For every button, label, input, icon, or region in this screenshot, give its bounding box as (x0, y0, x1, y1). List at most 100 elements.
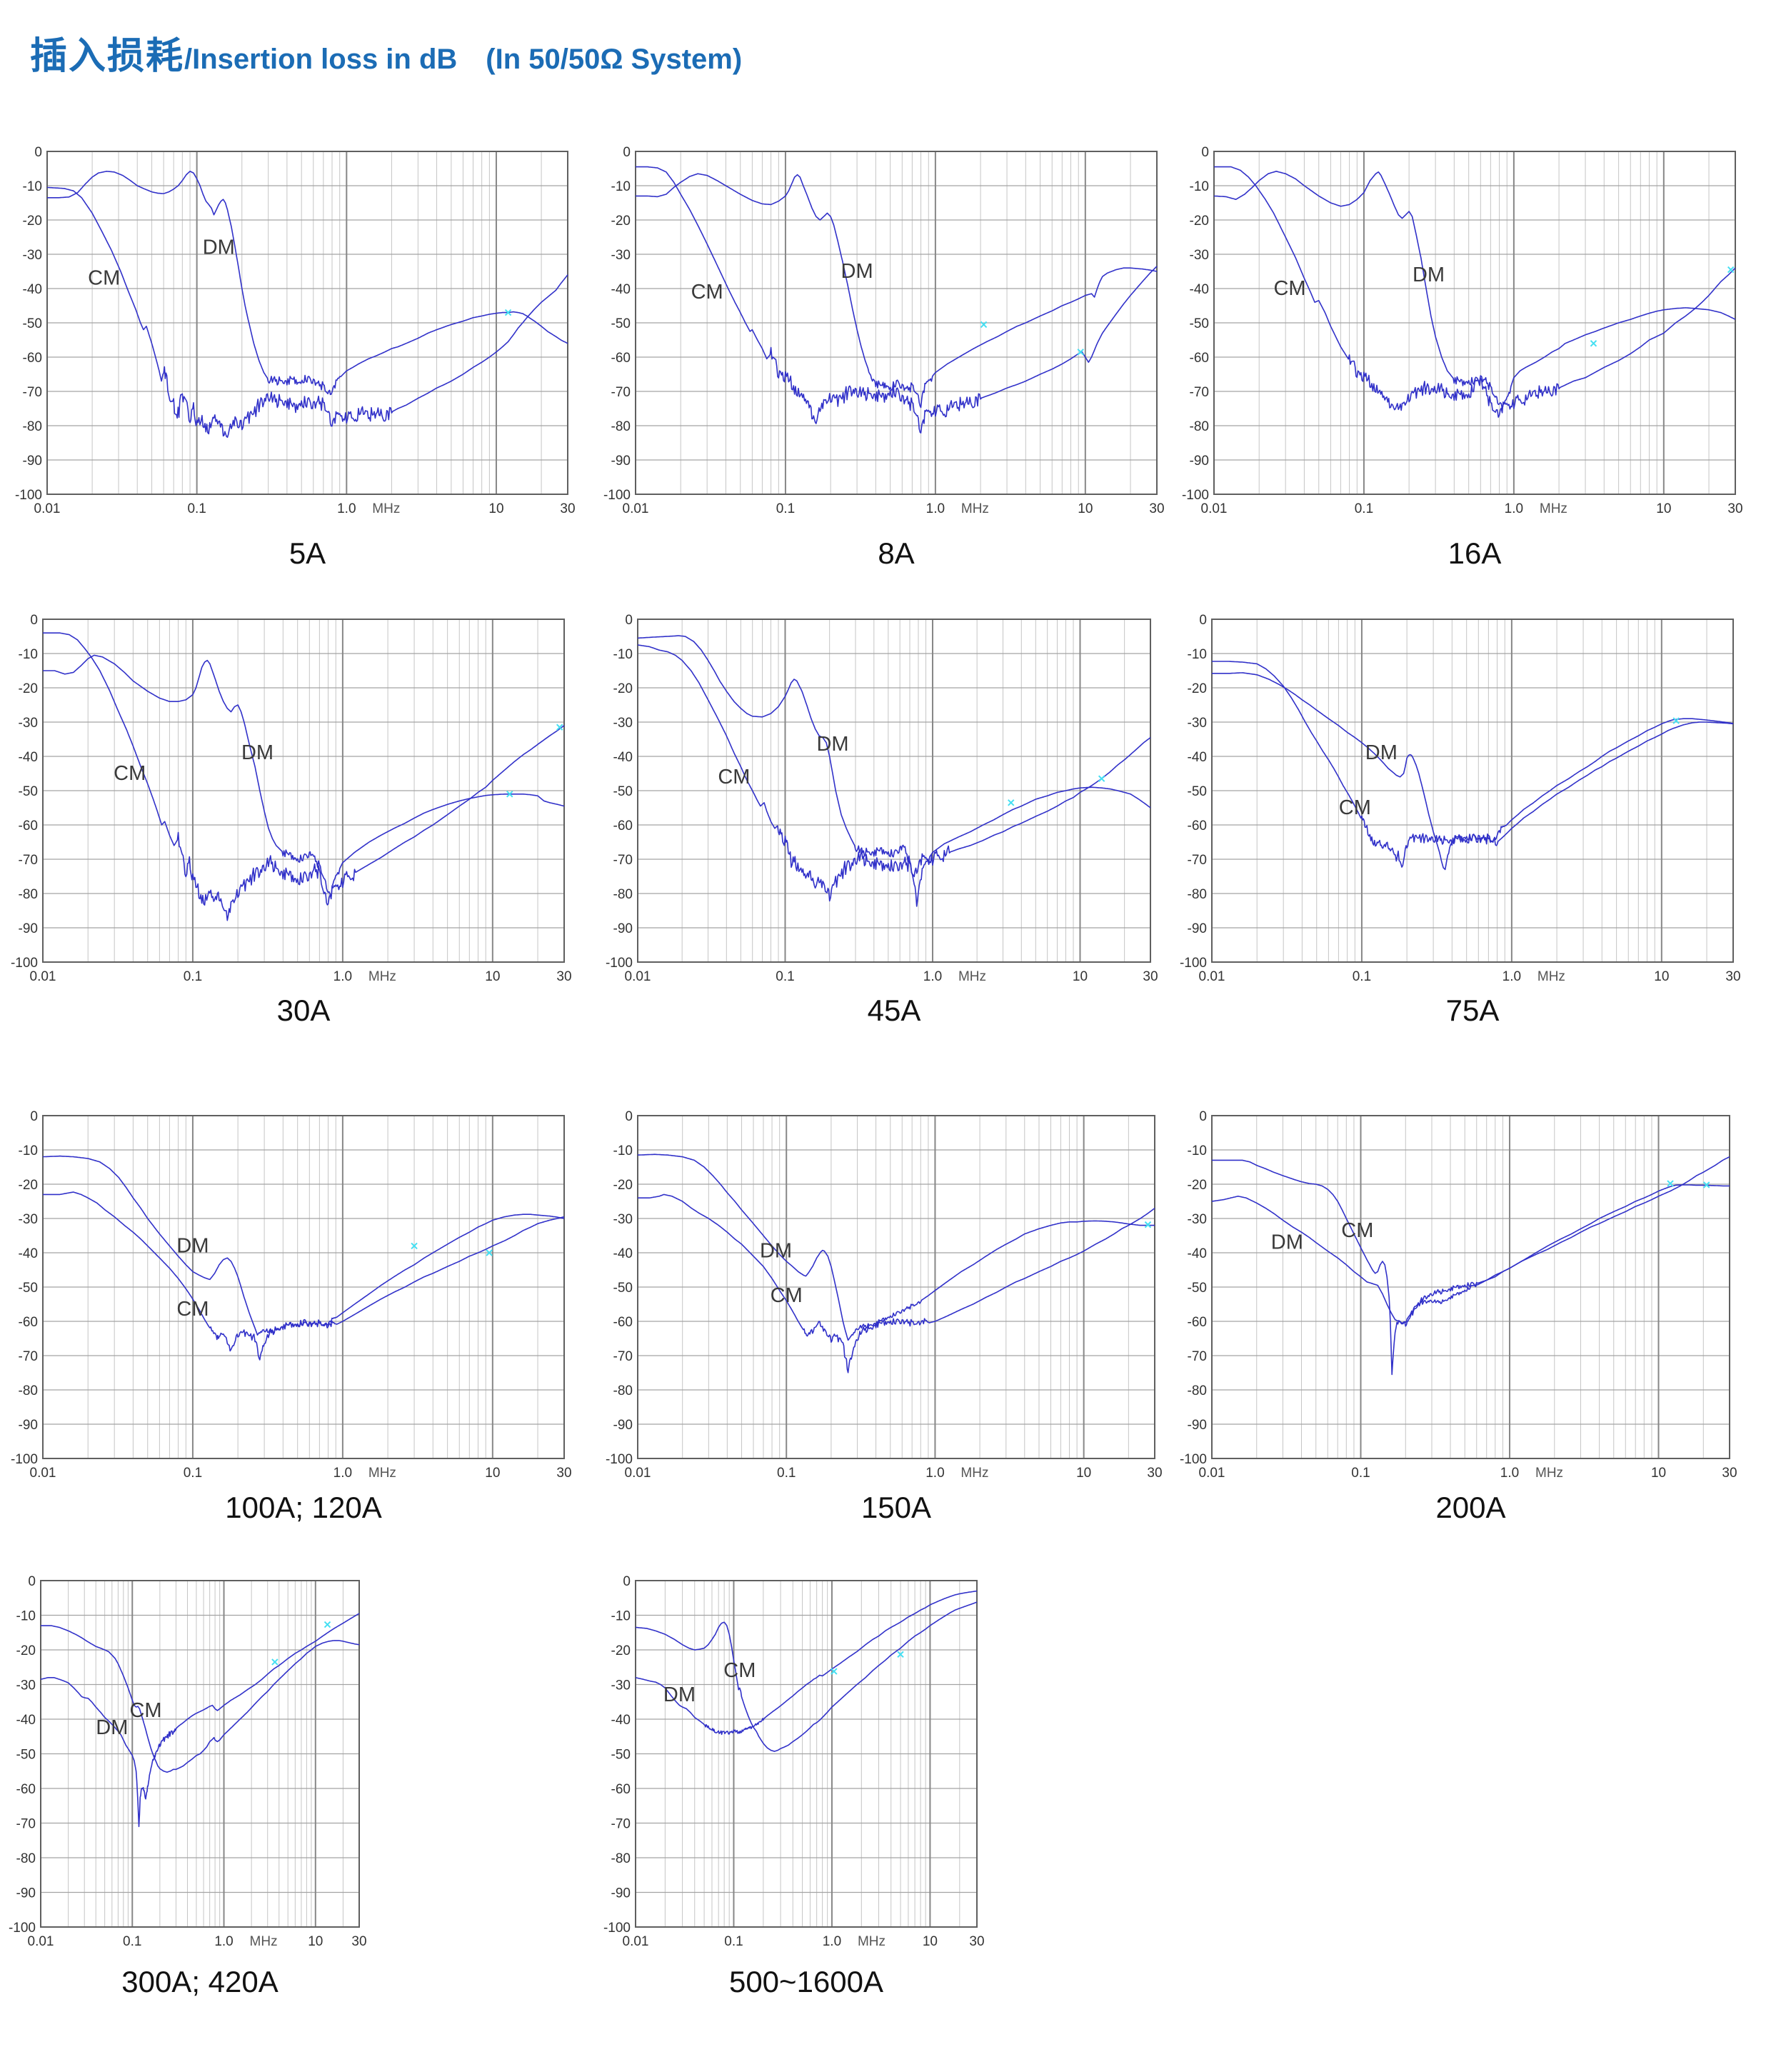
svg-text:1.0: 1.0 (923, 969, 942, 984)
svg-text:0.1: 0.1 (1355, 501, 1373, 516)
chart-caption-16a: 16A (1448, 536, 1502, 570)
svg-text:-30: -30 (16, 1678, 36, 1693)
svg-text:0.01: 0.01 (30, 969, 56, 984)
svg-text:-60: -60 (19, 1315, 38, 1330)
svg-text:-60: -60 (1188, 819, 1207, 834)
svg-text:-10: -10 (1188, 1143, 1207, 1158)
svg-text:0: 0 (28, 1574, 36, 1589)
svg-text:-100: -100 (11, 1452, 38, 1467)
svg-text:-70: -70 (23, 385, 42, 400)
svg-text:-100: -100 (1182, 488, 1209, 503)
svg-text:-80: -80 (16, 1851, 36, 1866)
svg-text:-100: -100 (11, 956, 38, 971)
svg-text:-90: -90 (613, 1418, 633, 1433)
svg-text:0: 0 (34, 145, 42, 160)
curve-label-cm-5A: CM (88, 267, 120, 290)
svg-text:0.1: 0.1 (187, 501, 206, 516)
svg-text:-50: -50 (16, 1748, 36, 1763)
svg-text:-40: -40 (611, 282, 631, 297)
svg-text:MHz: MHz (961, 501, 989, 516)
svg-text:-20: -20 (611, 214, 631, 229)
curve-label-dm-30A: DM (241, 741, 274, 764)
svg-text:-40: -40 (613, 750, 633, 765)
svg-text:-30: -30 (613, 716, 633, 731)
svg-text:-60: -60 (613, 819, 633, 834)
svg-text:-80: -80 (613, 1383, 633, 1398)
svg-text:1.0: 1.0 (1502, 969, 1521, 984)
svg-text:-30: -30 (19, 1212, 38, 1227)
curve-label-cm-30A: CM (114, 762, 146, 785)
svg-text:MHz: MHz (1540, 501, 1567, 516)
svg-text:30: 30 (1149, 501, 1164, 516)
chart-insertion-loss-200a: 0 -10 -20 -30 -40 -50 -60 -70 -80 -90 -100 0.01 0.1 1… (1170, 1104, 1751, 1500)
svg-text:0: 0 (1199, 1109, 1207, 1124)
curve-label-dm-200A: DM (1271, 1231, 1303, 1254)
svg-text:10: 10 (1078, 501, 1093, 516)
curve-label-dm-16A: DM (1413, 264, 1445, 286)
svg-text:-60: -60 (23, 351, 42, 366)
svg-text:10: 10 (923, 1934, 938, 1949)
svg-text:0.01: 0.01 (1199, 969, 1225, 984)
chart-caption-5a: 5A (289, 536, 326, 570)
svg-text:-50: -50 (19, 784, 38, 799)
svg-text:0.1: 0.1 (1353, 969, 1371, 984)
svg-text:-30: -30 (19, 716, 38, 731)
svg-text:1.0: 1.0 (333, 1466, 352, 1481)
chart-insertion-loss-100a-120a: 0 -10 -20 -30 -40 -50 -60 -70 -80 -90 -100 0.01 0.1 1… (1, 1104, 586, 1500)
svg-text:-80: -80 (611, 1851, 631, 1866)
svg-text:-70: -70 (611, 385, 631, 400)
svg-text:MHz: MHz (858, 1934, 886, 1949)
svg-text:-70: -70 (1188, 853, 1207, 868)
chart-caption-45a: 45A (867, 994, 921, 1027)
svg-text:-40: -40 (19, 750, 38, 765)
svg-text:-20: -20 (19, 1178, 38, 1193)
curve-label-dm-100A120A: DM (176, 1234, 209, 1257)
svg-text:10: 10 (308, 1934, 323, 1949)
chart-insertion-loss-16a: 0 -10 -20 -30 -40 -50 -60 -70 -80 -90 -100 0.01 0.1 1… (1173, 140, 1757, 536)
svg-text:-80: -80 (613, 887, 633, 902)
svg-text:-30: -30 (1188, 716, 1207, 731)
svg-text:0.1: 0.1 (776, 501, 795, 516)
svg-text:0.1: 0.1 (123, 1934, 141, 1949)
svg-text:-10: -10 (613, 647, 633, 662)
svg-text:-60: -60 (1188, 1315, 1207, 1330)
svg-text:-90: -90 (23, 454, 42, 469)
svg-text:-70: -70 (19, 853, 38, 868)
svg-text:-80: -80 (19, 1383, 38, 1398)
svg-text:-90: -90 (611, 454, 631, 469)
svg-text:-40: -40 (611, 1713, 631, 1728)
curve-label-cm-45A: CM (718, 766, 750, 789)
svg-text:30: 30 (1727, 501, 1742, 516)
svg-text:-40: -40 (1188, 750, 1207, 765)
svg-text:0: 0 (623, 145, 631, 160)
svg-text:-50: -50 (613, 784, 633, 799)
svg-text:-60: -60 (611, 1782, 631, 1797)
chart-caption-100a-120a: 100A; 120A (225, 1491, 382, 1524)
svg-text:30: 30 (1725, 969, 1740, 984)
svg-text:-60: -60 (613, 1315, 633, 1330)
svg-text:0.01: 0.01 (1199, 1466, 1225, 1481)
chart-caption-8a: 8A (878, 536, 915, 570)
svg-text:-30: -30 (613, 1212, 633, 1227)
svg-text:MHz: MHz (368, 1466, 396, 1481)
svg-text:0.1: 0.1 (777, 1466, 796, 1481)
curve-label-cm-300A420A: CM (129, 1699, 161, 1722)
svg-text:30: 30 (1143, 969, 1158, 984)
svg-text:MHz: MHz (372, 501, 400, 516)
svg-text:-10: -10 (1188, 647, 1207, 662)
curve-label-cm-75A: CM (1339, 796, 1371, 819)
svg-text:-100: -100 (606, 956, 633, 971)
curve-label-cm-16A: CM (1273, 277, 1305, 300)
svg-text:-100: -100 (606, 1452, 633, 1467)
svg-text:0: 0 (1201, 145, 1209, 160)
svg-text:-100: -100 (603, 1921, 631, 1936)
page-title-chinese: 插入损耗 (30, 36, 185, 77)
svg-text:0: 0 (625, 1109, 633, 1124)
